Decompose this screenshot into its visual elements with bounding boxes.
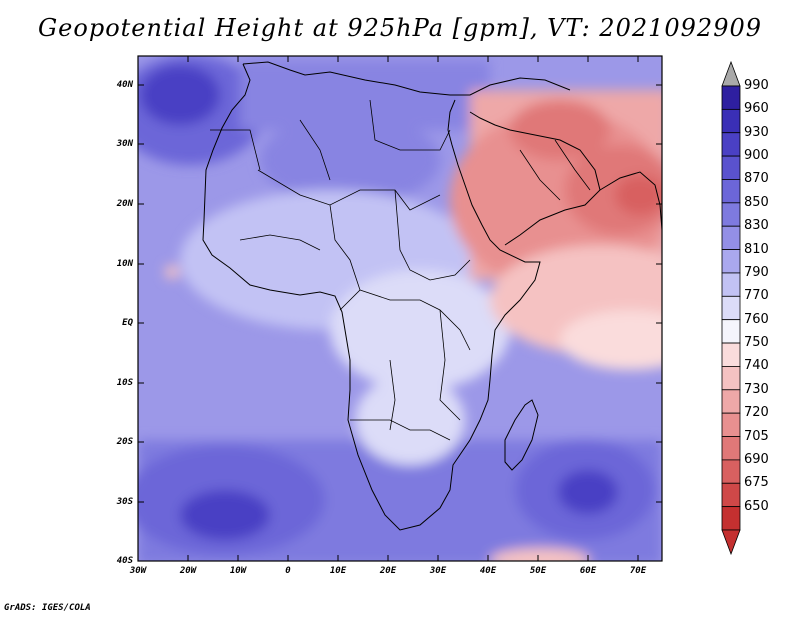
colorbar-box — [721, 272, 741, 297]
colorbar-label: 705 — [744, 428, 769, 444]
colorbar-label: 760 — [744, 311, 769, 327]
colorbar-box — [721, 295, 741, 321]
colorbar-box — [721, 132, 741, 157]
colorbar-label: 830 — [744, 218, 769, 234]
lat-label: 30S — [116, 497, 133, 507]
colorbar-label: 690 — [744, 451, 769, 467]
colorbar-top-arrow — [721, 60, 741, 87]
colorbar-box — [721, 482, 741, 508]
lon-label: 20W — [179, 566, 197, 576]
country-borders — [210, 99, 591, 441]
colorbar — [721, 60, 741, 556]
colorbar-bottom-arrow — [721, 529, 741, 556]
colorbar-label: 900 — [744, 148, 769, 164]
colorbar-label: 850 — [744, 194, 769, 210]
footer-credit: GrADS: IGES/COLA — [4, 603, 91, 613]
colorbar-box — [721, 225, 741, 250]
colorbar-label: 650 — [744, 498, 769, 514]
colorbar-label: 730 — [744, 381, 769, 397]
colorbar-label: 740 — [744, 358, 769, 374]
lat-label: 20N — [116, 199, 133, 209]
colorbar-box — [721, 436, 741, 461]
lat-label: 20S — [116, 437, 133, 447]
lat-label: 10S — [116, 378, 133, 388]
chart-title: Geopotential Height at 925hPa [gpm], VT:… — [38, 14, 762, 42]
lon-label: 60E — [579, 566, 597, 576]
lat-label: 10N — [116, 259, 133, 269]
colorbar-label: 770 — [744, 288, 769, 304]
coastlines — [202, 61, 662, 531]
lon-label: 20E — [379, 566, 397, 576]
colorbar-label: 930 — [744, 124, 769, 140]
colorbar-label: 990 — [744, 78, 769, 93]
colorbar-label: 810 — [744, 241, 769, 257]
lon-label: 30W — [129, 566, 147, 576]
axis-ticks — [138, 56, 662, 561]
lon-label: 70E — [629, 566, 647, 576]
colorbar-label: 870 — [744, 171, 769, 187]
lon-label: 50E — [529, 566, 547, 576]
colorbar-box — [721, 366, 741, 391]
colorbar-box — [721, 108, 741, 134]
colorbar-label: 960 — [744, 101, 769, 117]
colorbar-box — [721, 319, 741, 344]
lat-label: EQ — [122, 318, 133, 328]
colorbar-box — [721, 202, 741, 227]
colorbar-box — [721, 459, 741, 484]
lon-label: 10E — [329, 566, 347, 576]
lon-label: 30E — [429, 566, 447, 576]
colorbar-box — [721, 506, 741, 531]
colorbar-box — [721, 342, 741, 367]
lat-label: 30N — [116, 139, 133, 149]
colorbar-label: 790 — [744, 264, 769, 280]
colorbar-box — [721, 179, 741, 204]
lat-label: 40N — [116, 80, 133, 90]
colorbar-box — [721, 155, 741, 180]
lat-label: 40S — [116, 556, 133, 566]
lon-label: 10W — [229, 566, 247, 576]
colorbar-label: 750 — [744, 335, 769, 351]
colorbar-box — [721, 389, 741, 414]
colorbar-label: 720 — [744, 405, 769, 421]
colorbar-box — [721, 85, 741, 110]
colorbar-label: 675 — [744, 475, 769, 491]
lon-label: 40E — [479, 566, 497, 576]
colorbar-box — [721, 412, 741, 437]
height-field — [138, 56, 662, 561]
lon-label: 0 — [285, 566, 291, 576]
colorbar-box — [721, 249, 741, 274]
